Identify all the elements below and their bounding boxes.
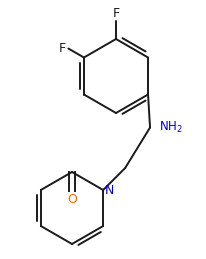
Text: F: F — [59, 42, 66, 55]
Text: F: F — [112, 7, 119, 20]
Text: O: O — [67, 193, 77, 206]
Text: NH$_2$: NH$_2$ — [159, 120, 183, 135]
Text: N: N — [105, 183, 115, 197]
